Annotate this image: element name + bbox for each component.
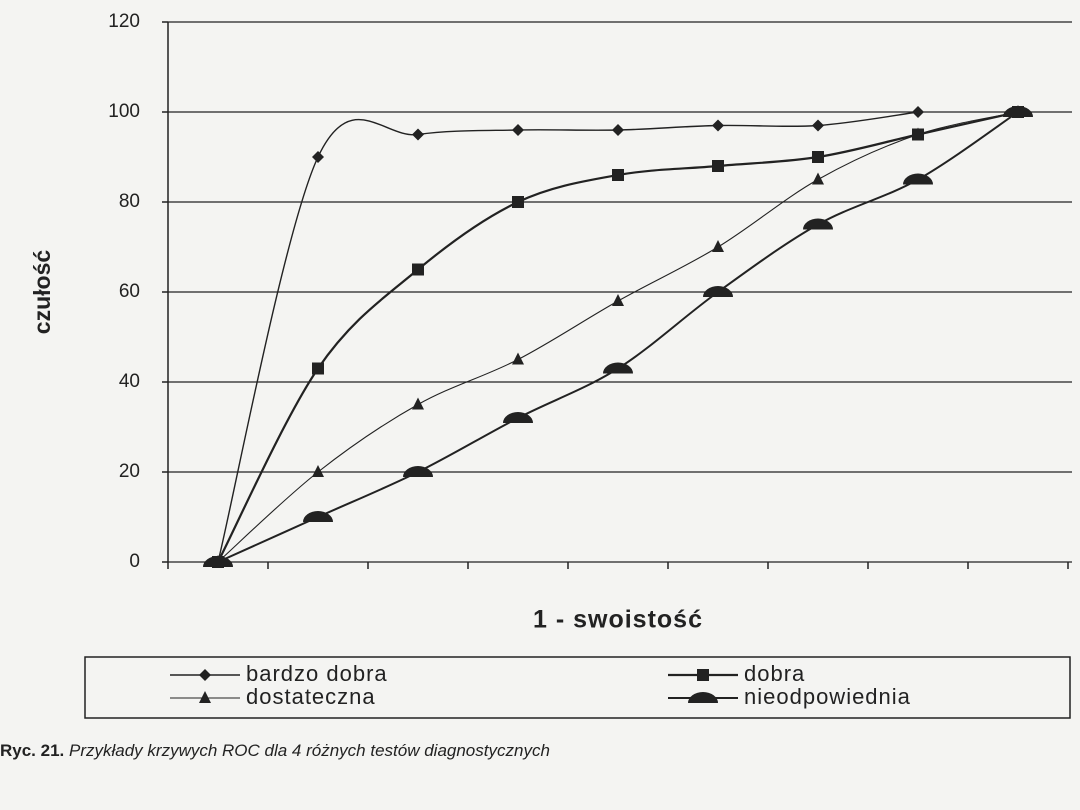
data-point: [403, 466, 433, 477]
data-point: [412, 397, 424, 410]
series-line: [217, 111, 919, 563]
data-point: [612, 124, 624, 136]
data-point: [603, 362, 633, 374]
data-point: [1003, 106, 1033, 117]
data-point: [912, 106, 924, 118]
legend-label: nieodpowiednia: [744, 684, 911, 709]
data-point: [512, 352, 524, 365]
data-point: [712, 119, 724, 132]
data-point: [312, 465, 324, 477]
caption-text: Przykłady krzywych ROC dla 4 różnych tes…: [69, 741, 550, 760]
data-point: [312, 151, 324, 163]
data-point: [203, 556, 233, 567]
data-point: [703, 286, 733, 297]
y-tick-label: 0: [129, 551, 140, 572]
data-point: [912, 127, 924, 140]
data-point: [412, 263, 424, 276]
data-point: [512, 124, 524, 136]
legend-label: dostateczna: [246, 684, 376, 709]
data-point: [503, 412, 533, 423]
y-axis-label: czułość: [29, 250, 55, 335]
legend-box: [84, 656, 1071, 719]
y-tick-label: 20: [119, 461, 140, 482]
data-point: [812, 119, 824, 132]
caption: Ryc. 21. Przykłady krzywych ROC dla 4 ró…: [0, 741, 550, 760]
y-tick-label: 100: [108, 101, 140, 122]
legend-marker: [199, 691, 211, 703]
data-point: [612, 294, 624, 306]
x-axis-label: 1 - swoistość: [533, 606, 703, 634]
data-point: [812, 172, 824, 185]
data-point: [412, 128, 424, 141]
legend-marker: [199, 669, 211, 681]
data-point: [312, 362, 324, 375]
data-point: [512, 196, 524, 208]
legend-label: dobra: [744, 661, 805, 686]
data-point: [712, 240, 724, 252]
caption-label: Ryc. 21.: [0, 741, 64, 760]
legend-marker: [697, 669, 709, 681]
data-point: [712, 160, 724, 172]
data-point: [612, 169, 624, 181]
y-tick-label: 80: [119, 191, 140, 212]
legend-marker: [688, 692, 718, 703]
data-point: [812, 151, 824, 163]
y-tick-label: 40: [119, 371, 140, 392]
y-tick-label: 60: [119, 281, 140, 302]
legend-label: bardzo dobra: [246, 661, 388, 686]
y-tick-label: 120: [108, 11, 140, 32]
data-point: [803, 218, 833, 230]
data-point: [903, 173, 933, 185]
data-point: [303, 511, 333, 522]
